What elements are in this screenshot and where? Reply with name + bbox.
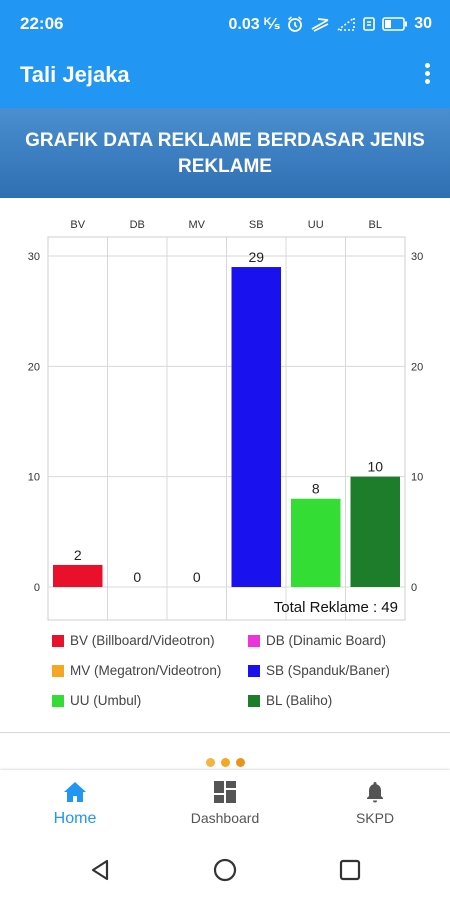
system-navigation bbox=[0, 836, 450, 900]
legend-swatch bbox=[248, 634, 260, 647]
bar-value-label: 8 bbox=[312, 481, 320, 497]
chart-container: 0 0 10 10 20 20 30 30 BV 2 DB 0 MV 0 SB 29 UU 8 BL 10 Total … bbox=[0, 200, 450, 720]
chart-banner: GRAFIK DATA REKLAME BERDASAR JENIS REKLA… bbox=[0, 108, 450, 198]
app-title: Tali Jejaka bbox=[20, 62, 130, 87]
chart-title: GRAFIK DATA REKLAME BERDASAR JENIS REKLA… bbox=[25, 130, 425, 177]
legend-label: UU (Umbul) bbox=[70, 693, 142, 708]
bar-bv bbox=[53, 564, 103, 587]
legend-label: MV (Megatron/Videotron) bbox=[70, 663, 222, 678]
bar-bl bbox=[350, 476, 400, 587]
battery-icon bbox=[382, 17, 408, 31]
x-category-label: BV bbox=[70, 219, 85, 231]
back-icon[interactable] bbox=[88, 858, 112, 882]
nav-item-skpd[interactable]: SKPD bbox=[320, 780, 430, 826]
page-dot[interactable] bbox=[205, 758, 215, 767]
y-tick-label-left: 30 bbox=[28, 251, 40, 263]
bar-uu bbox=[291, 498, 341, 587]
legend-label: BV (Billboard/Videotron) bbox=[70, 633, 215, 648]
bar-value-label: 0 bbox=[193, 569, 201, 585]
page-dot[interactable] bbox=[220, 758, 230, 767]
bottom-navigation: Home Dashboard SKPD bbox=[0, 770, 450, 836]
page-dot[interactable] bbox=[235, 758, 245, 767]
x-category-label: MV bbox=[189, 219, 206, 231]
bell-icon bbox=[367, 782, 383, 803]
total-reklame-label: Total Reklame : 49 bbox=[274, 599, 398, 616]
y-tick-label-right: 0 bbox=[411, 582, 417, 594]
x-category-label: UU bbox=[308, 219, 324, 231]
alarm-icon bbox=[288, 16, 303, 32]
recents-icon[interactable] bbox=[338, 858, 362, 882]
legend-item: UU (Umbul) bbox=[52, 693, 141, 708]
y-tick-label-right: 10 bbox=[411, 472, 423, 484]
y-tick-label-left: 0 bbox=[34, 582, 40, 594]
legend-swatch bbox=[248, 694, 260, 707]
legend-item: SB (Spanduk/Baner) bbox=[248, 663, 390, 678]
nav-label-home: Home bbox=[53, 810, 97, 827]
legend-swatch bbox=[248, 664, 260, 677]
bar-value-label: 29 bbox=[248, 249, 264, 265]
nav-item-dashboard[interactable]: Dashboard bbox=[170, 780, 280, 826]
y-tick-label-right: 20 bbox=[411, 361, 423, 373]
status-icons: 0.03 ᴷ⁄ₛ 30 bbox=[228, 14, 432, 34]
bar-value-label: 10 bbox=[367, 459, 383, 475]
battery-level: 30 bbox=[414, 15, 432, 32]
legend-swatch bbox=[52, 694, 64, 707]
x-category-label: BL bbox=[369, 219, 382, 231]
y-tick-label-right: 30 bbox=[411, 251, 423, 263]
home-circle-icon[interactable] bbox=[213, 858, 237, 882]
divider bbox=[0, 732, 450, 733]
home-icon bbox=[64, 782, 86, 802]
dashboard-icon bbox=[214, 781, 236, 803]
legend-item: MV (Megatron/Videotron) bbox=[52, 663, 221, 678]
x-category-label: DB bbox=[130, 219, 145, 231]
app-bar: Tali Jejaka bbox=[0, 48, 450, 108]
bar-sb bbox=[231, 267, 281, 587]
legend-item: BL (Baliho) bbox=[248, 693, 332, 708]
nav-label-dashboard: Dashboard bbox=[190, 810, 260, 826]
legend-item: BV (Billboard/Videotron) bbox=[52, 633, 215, 648]
bar-value-label: 0 bbox=[133, 569, 141, 585]
y-tick-label-left: 10 bbox=[28, 472, 40, 484]
x-category-label: SB bbox=[249, 219, 264, 231]
legend-swatch bbox=[52, 634, 64, 647]
bar-value-label: 2 bbox=[74, 547, 82, 563]
bar-chart: 0 0 10 10 20 20 30 30 BV 2 DB 0 MV 0 SB 29 UU 8 BL 10 Total … bbox=[28, 219, 423, 621]
status-time: 22:06 bbox=[20, 14, 64, 33]
cast-icon bbox=[311, 18, 329, 32]
more-vertical-icon[interactable] bbox=[416, 60, 438, 90]
legend-label: SB (Spanduk/Baner) bbox=[266, 663, 390, 678]
signal-icon bbox=[336, 16, 356, 31]
legend-label: BL (Baliho) bbox=[266, 693, 333, 708]
legend-swatch bbox=[52, 664, 64, 677]
legend-item: DB (Dinamic Board) bbox=[248, 633, 386, 648]
nav-label-skpd: SKPD bbox=[355, 810, 395, 826]
network-speed: 0.03 ᴷ⁄ₛ bbox=[228, 16, 281, 33]
y-tick-label-left: 20 bbox=[28, 361, 40, 373]
legend-label: DB (Dinamic Board) bbox=[266, 633, 387, 648]
nav-item-home[interactable]: Home bbox=[20, 780, 130, 828]
page-indicator bbox=[0, 758, 450, 768]
status-bar: 22:06 0.03 ᴷ⁄ₛ 30 bbox=[0, 0, 450, 48]
wifi-icon bbox=[363, 17, 376, 31]
